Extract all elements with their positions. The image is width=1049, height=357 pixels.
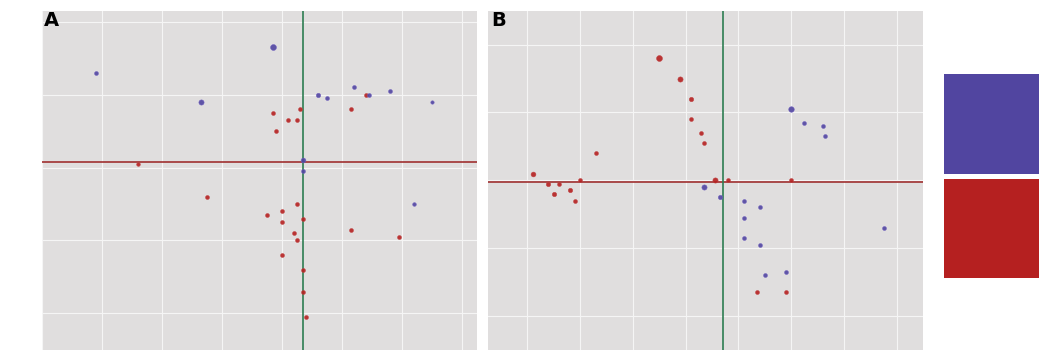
Point xyxy=(424,99,441,105)
Point xyxy=(264,110,281,116)
Point xyxy=(358,92,374,97)
Point xyxy=(274,252,291,258)
Point xyxy=(391,234,408,240)
Point xyxy=(817,134,834,139)
Point xyxy=(259,212,276,218)
Point xyxy=(711,195,728,200)
Point xyxy=(295,289,312,295)
Point xyxy=(572,177,588,183)
Point xyxy=(540,181,557,187)
Point xyxy=(566,198,583,203)
Point xyxy=(650,55,667,61)
Point xyxy=(343,106,360,112)
Point xyxy=(288,238,305,243)
Point xyxy=(267,128,284,134)
Point xyxy=(274,208,291,214)
Point xyxy=(295,216,312,221)
Point xyxy=(319,95,336,101)
Point xyxy=(735,215,752,221)
Point xyxy=(298,314,315,320)
Point xyxy=(545,191,562,197)
FancyBboxPatch shape xyxy=(944,178,1039,278)
Point xyxy=(735,198,752,203)
Point xyxy=(672,76,689,81)
Point xyxy=(198,194,215,200)
Point xyxy=(756,272,773,278)
Point xyxy=(288,201,305,207)
Point xyxy=(361,92,378,97)
Point xyxy=(735,235,752,241)
Point xyxy=(295,157,312,163)
Point xyxy=(193,99,210,105)
Point xyxy=(777,289,794,295)
Point xyxy=(343,227,360,232)
Point xyxy=(382,88,399,94)
Point xyxy=(695,140,712,146)
Point xyxy=(875,225,892,231)
Point xyxy=(309,92,326,97)
Point xyxy=(88,70,105,76)
Text: A: A xyxy=(44,11,59,30)
Point xyxy=(796,120,813,126)
Point xyxy=(720,177,736,183)
Point xyxy=(406,201,423,207)
Point xyxy=(751,205,768,210)
Point xyxy=(280,117,297,123)
Point xyxy=(288,117,305,123)
FancyBboxPatch shape xyxy=(944,74,1039,174)
Point xyxy=(683,116,700,122)
Text: B: B xyxy=(491,11,506,30)
Point xyxy=(814,123,831,129)
Point xyxy=(783,177,799,183)
Point xyxy=(524,171,541,176)
Point xyxy=(777,269,794,275)
Point xyxy=(749,289,766,295)
Point xyxy=(695,184,712,190)
Point xyxy=(295,168,312,174)
Point xyxy=(130,161,147,167)
Point xyxy=(274,219,291,225)
Point xyxy=(561,188,578,193)
Point xyxy=(295,267,312,272)
Point xyxy=(683,96,700,102)
Point xyxy=(751,242,768,248)
Point xyxy=(285,230,302,236)
Point xyxy=(783,106,799,112)
Point xyxy=(264,44,281,50)
Point xyxy=(346,85,363,90)
Point xyxy=(587,150,604,156)
Point xyxy=(292,106,308,112)
Point xyxy=(693,130,710,136)
Point xyxy=(706,177,723,183)
Point xyxy=(551,181,568,187)
